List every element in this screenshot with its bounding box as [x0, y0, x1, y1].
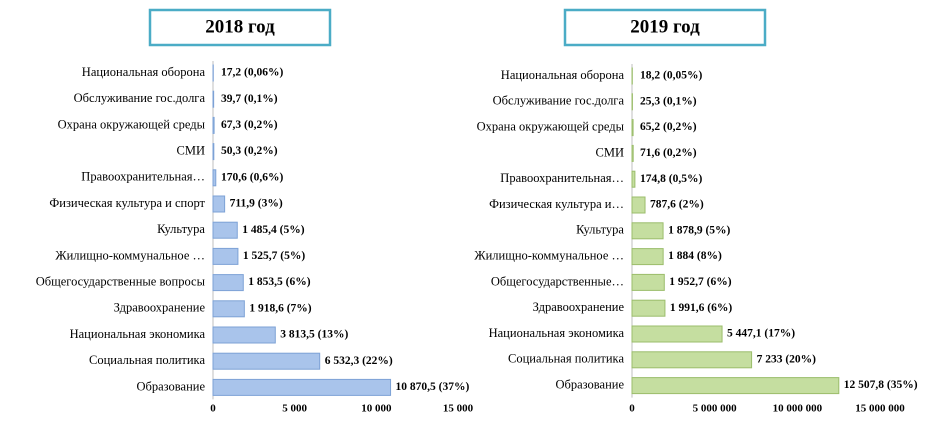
- value-label: 67,3 (0,2%): [221, 119, 278, 131]
- x-tick-label: 15 000: [443, 403, 474, 415]
- value-label: 3 813,5 (13%): [280, 329, 348, 341]
- bar: [212, 326, 276, 344]
- value-label: 18,2 (0,05%): [640, 70, 702, 82]
- value-label: 12 507,8 (35%): [844, 379, 918, 391]
- category-label: Национальная оборона: [501, 68, 625, 82]
- value-label: 1 853,5 (6%): [248, 276, 310, 288]
- bar: [212, 378, 392, 396]
- x-tick-label: 10 000: [361, 403, 392, 415]
- x-tick-label: 5 000: [282, 403, 307, 415]
- category-label: Национальная экономика: [489, 326, 625, 340]
- bar: [631, 119, 634, 137]
- category-label: Образование: [136, 379, 205, 393]
- category-label: Физическая культура и…: [489, 197, 624, 211]
- category-label: Правоохранительная…: [500, 171, 624, 185]
- bar: [631, 325, 723, 343]
- category-label: Физическая культура и спорт: [49, 196, 205, 210]
- value-label: 39,7 (0,1%): [221, 93, 278, 105]
- value-label: 6 532,3 (22%): [325, 355, 393, 367]
- category-label: Обслуживание гос.долга: [493, 94, 625, 108]
- bar: [212, 300, 245, 318]
- bar: [631, 299, 666, 317]
- category-label: Охрана окружающей среды: [477, 119, 625, 133]
- bar: [212, 221, 238, 239]
- category-label: Социальная политика: [89, 353, 205, 367]
- value-label: 1 485,4 (5%): [242, 224, 304, 236]
- value-label: 71,6 (0,2%): [640, 147, 697, 159]
- value-label: 65,2 (0,2%): [640, 121, 697, 133]
- category-label: Здравоохранение: [533, 300, 625, 314]
- bar: [631, 351, 753, 369]
- bar: [212, 352, 321, 370]
- x-tick-label: 10 000 000: [773, 403, 823, 415]
- bar: [631, 377, 840, 395]
- bar: [212, 116, 215, 134]
- category-label: Правоохранительная…: [81, 170, 205, 184]
- value-label: 50,3 (0,2%): [221, 145, 278, 157]
- category-label: Общегосударственные вопросы: [36, 274, 206, 288]
- category-label: Общегосударственные…: [491, 274, 624, 288]
- value-label: 1 952,7 (6%): [669, 276, 731, 288]
- value-label: 787,6 (2%): [650, 199, 704, 211]
- category-label: Жилищно-коммунальное …: [55, 248, 205, 262]
- chart-title: 2019 год: [630, 16, 700, 37]
- x-tick-label: 15 000 000: [855, 403, 905, 415]
- bar: [212, 274, 244, 292]
- bar: [631, 273, 665, 291]
- category-label: Охрана окружающей среды: [58, 117, 206, 131]
- value-label: 170,6 (0,6%): [221, 171, 283, 183]
- value-label: 1 991,6 (6%): [670, 302, 732, 314]
- bar: [631, 248, 664, 266]
- x-tick-label: 0: [629, 403, 635, 415]
- category-label: Национальная оборона: [82, 65, 206, 79]
- bar: [631, 144, 634, 162]
- value-label: 1 878,9 (5%): [668, 224, 730, 236]
- category-label: Здравоохранение: [114, 301, 206, 315]
- category-label: Национальная экономика: [70, 327, 206, 341]
- title-box: [148, 8, 332, 47]
- category-label: Обслуживание гос.долга: [74, 91, 206, 105]
- category-label: Образование: [555, 377, 624, 391]
- x-tick-label: 0: [210, 403, 216, 415]
- x-tick-label: 5 000 000: [693, 403, 738, 415]
- value-label: 1 918,6 (7%): [249, 302, 311, 314]
- bar: [212, 195, 226, 213]
- category-label: Культура: [576, 223, 624, 237]
- category-label: СМИ: [596, 145, 624, 159]
- category-label: Социальная политика: [508, 352, 624, 366]
- category-label: Культура: [157, 222, 205, 236]
- chart-title: 2018 год: [205, 16, 275, 37]
- value-label: 1 884 (8%): [668, 250, 722, 262]
- category-label: Жилищно-коммунальное …: [474, 248, 624, 262]
- value-label: 7 233 (20%): [757, 353, 817, 365]
- value-label: 25,3 (0,1%): [640, 95, 697, 107]
- value-label: 711,9 (3%): [230, 198, 283, 210]
- value-label: 17,2 (0,06%): [221, 67, 283, 79]
- bar: [212, 143, 215, 161]
- title-box: [563, 8, 767, 47]
- value-label: 174,8 (0,5%): [640, 173, 702, 185]
- bar: [212, 247, 239, 265]
- value-label: 10 870,5 (37%): [396, 381, 470, 393]
- bar: [212, 90, 215, 108]
- category-label: СМИ: [177, 143, 205, 157]
- value-label: 5 447,1 (17%): [727, 328, 795, 340]
- bar: [631, 170, 636, 188]
- bar: [631, 222, 664, 240]
- value-label: 1 525,7 (5%): [243, 250, 305, 262]
- bar: [212, 169, 217, 187]
- bar: [631, 196, 646, 214]
